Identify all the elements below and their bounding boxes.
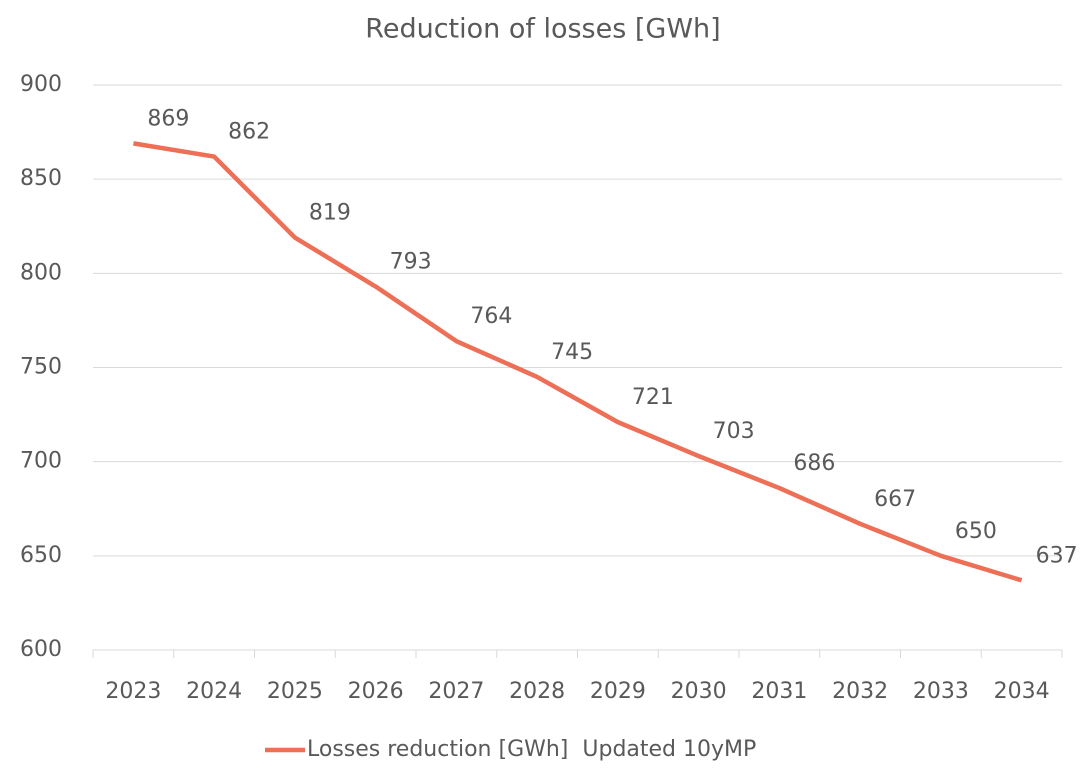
data-label: 637 (1036, 543, 1078, 568)
y-tick-label: 900 (20, 72, 62, 97)
legend-label: Losses reduction [GWh] Updated 10yMP (307, 737, 756, 762)
x-tick-label: 2025 (267, 679, 323, 704)
data-label: 703 (713, 419, 755, 444)
x-tick-label: 2030 (671, 679, 727, 704)
x-tick-label: 2031 (751, 679, 807, 704)
data-label: 686 (793, 451, 835, 476)
data-line (133, 141, 1023, 583)
x-tick-label: 2033 (913, 679, 969, 704)
x-tick-label: 2024 (186, 679, 242, 704)
x-tick-label: 2023 (105, 679, 161, 704)
y-tick-label: 600 (20, 637, 62, 662)
data-label: 667 (874, 487, 916, 512)
y-tick-label: 700 (20, 449, 62, 474)
data-label: 650 (955, 519, 997, 544)
x-tick-label: 2032 (832, 679, 888, 704)
x-tick-label: 2029 (590, 679, 646, 704)
y-tick-label: 750 (20, 355, 62, 380)
data-label: 819 (309, 201, 351, 226)
data-label: 793 (390, 250, 432, 275)
y-tick-label: 850 (20, 166, 62, 191)
data-label: 862 (228, 120, 270, 145)
x-tick-label: 2028 (509, 679, 565, 704)
x-tick-label: 2026 (348, 679, 404, 704)
x-tick-label: 2034 (994, 679, 1050, 704)
data-label: 869 (147, 106, 189, 131)
y-tick-label: 800 (20, 260, 62, 285)
y-tick-label: 650 (20, 543, 62, 568)
x-tick-label: 2027 (428, 679, 484, 704)
data-label: 764 (470, 304, 512, 329)
chart-title: Reduction of losses [GWh] (365, 14, 720, 45)
data-label: 721 (632, 385, 674, 410)
data-label: 745 (551, 340, 593, 365)
